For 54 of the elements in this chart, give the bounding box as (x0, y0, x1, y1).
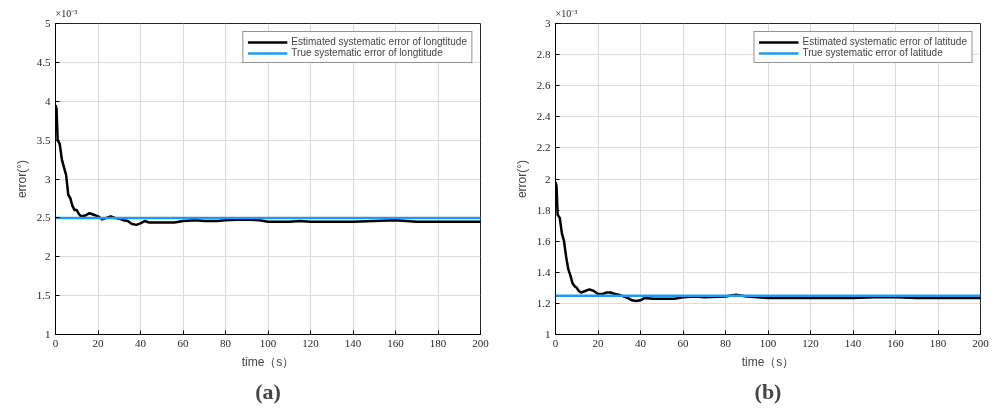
y-tick-label: 1.2 (536, 296, 551, 309)
legend-label: Estimated systematic error of longtitude (291, 36, 467, 47)
x-tick-label: 180 (429, 336, 447, 349)
x-tick-label: 200 (972, 336, 990, 349)
x-tick-label: 60 (177, 336, 189, 349)
legend-label: True systematic error of latitude (802, 47, 943, 58)
x-tick-label: 160 (387, 336, 405, 349)
x-tick-label: 100 (759, 336, 777, 349)
x-axis-title: time（s） (241, 354, 295, 369)
y-tick-label: 3.5 (36, 133, 51, 146)
x-tick-label: 0 (52, 336, 59, 349)
y-tick-label: 5 (45, 17, 51, 29)
x-tick-label: 140 (344, 336, 362, 349)
x-tick-label: 80 (220, 336, 232, 349)
y-tick-label: 2.8 (536, 48, 551, 61)
x-axis-title: time（s） (741, 354, 795, 369)
text: ×10⁻³ (55, 7, 78, 19)
x-tick-label: 140 (844, 336, 862, 349)
y-tick-label: 1.6 (536, 234, 551, 247)
legend-label: Estimated systematic error of latitude (802, 36, 967, 47)
y-tick-label: 1 (45, 328, 51, 340)
x-tick-label: 160 (887, 336, 905, 349)
text: ×10⁻³ (555, 7, 578, 19)
y-tick-label: 2 (545, 172, 551, 185)
x-tick-label: 40 (135, 336, 147, 349)
x-tick-label: 80 (720, 336, 732, 349)
x-tick-label: 60 (677, 336, 689, 349)
y-axis-title: error(°) (14, 159, 29, 199)
y-tick-label: 4 (45, 94, 51, 107)
y-tick-label: 1 (545, 328, 551, 340)
text: (a) (255, 378, 281, 404)
y-tick-label: 2 (45, 250, 51, 263)
y-tick-label: 4.5 (36, 55, 51, 68)
y-axis-title: error(°) (514, 159, 529, 199)
x-tick-label: 20 (592, 336, 604, 349)
x-tick-label: 40 (635, 336, 647, 349)
y-tick-label: 1.4 (536, 265, 551, 278)
y-tick-label: 2.6 (536, 79, 551, 92)
y-tick-label: 2.4 (536, 110, 551, 123)
text: (b) (754, 378, 782, 404)
y-tick-label: 1.8 (536, 203, 551, 216)
y-tick-label: 3 (545, 17, 551, 29)
legend-label: True systematic error of longtitude (291, 47, 443, 58)
x-tick-label: 20 (92, 336, 104, 349)
y-tick-label: 1.5 (36, 289, 51, 302)
y-tick-label: 2.5 (36, 211, 51, 224)
y-tick-label: 2.2 (536, 141, 551, 154)
x-tick-label: 180 (929, 336, 947, 349)
x-tick-label: 120 (302, 336, 320, 349)
x-tick-label: 100 (259, 336, 277, 349)
x-tick-label: 120 (802, 336, 820, 349)
x-tick-label: 0 (552, 336, 559, 349)
x-tick-label: 200 (472, 336, 490, 349)
y-tick-label: 3 (45, 172, 51, 185)
